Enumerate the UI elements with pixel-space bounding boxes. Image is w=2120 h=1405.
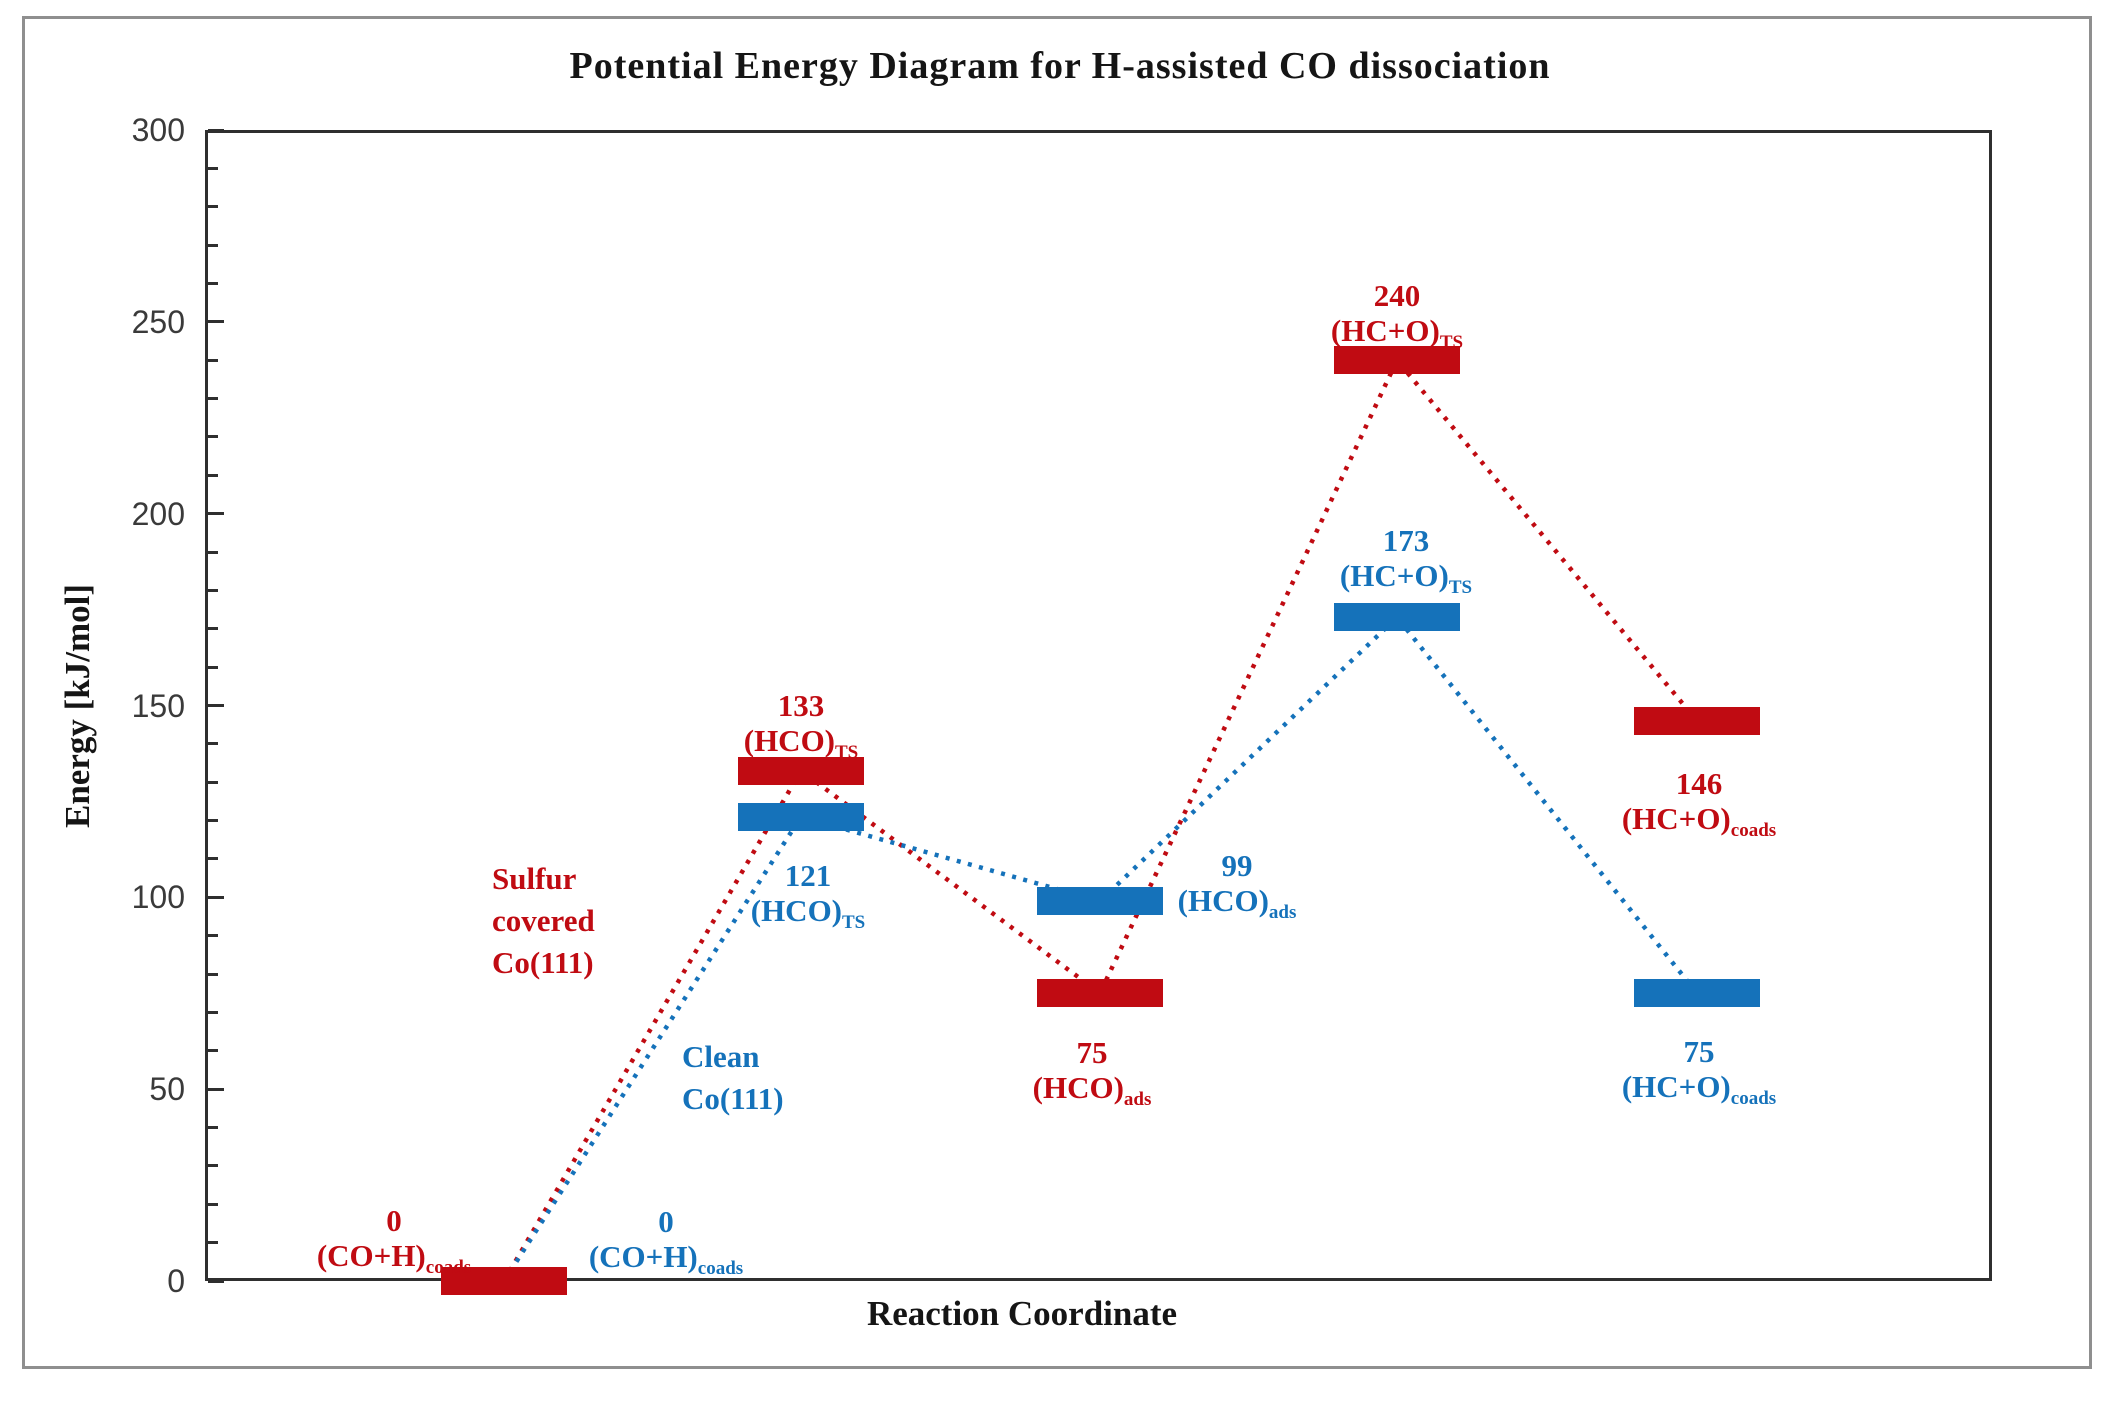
y-tick-label: 100 bbox=[131, 879, 185, 916]
chart-title: Potential Energy Diagram for H-assisted … bbox=[569, 45, 1551, 87]
level-label: 121 (HCO)TS bbox=[750, 857, 866, 933]
level-label-formula: (HCO)ads bbox=[1177, 883, 1297, 924]
level-label-formula: (HC+O)TS bbox=[1330, 313, 1464, 354]
level-label-value: 99 bbox=[1221, 848, 1253, 884]
y-axis-minor-tick bbox=[208, 205, 218, 209]
y-axis-minor-tick bbox=[208, 819, 218, 823]
level-label-value: 75 bbox=[1683, 1034, 1715, 1070]
level-label: 99 (HCO)ads bbox=[1177, 848, 1297, 924]
level-label-value: 0 bbox=[386, 1203, 402, 1238]
level-bar bbox=[1037, 887, 1163, 916]
level-bar bbox=[1037, 979, 1163, 1008]
level-label: 173 (HC+O)TS bbox=[1339, 523, 1473, 599]
figure-border bbox=[22, 16, 2092, 1369]
level-bar bbox=[738, 756, 864, 785]
y-axis-minor-tick bbox=[208, 473, 218, 477]
y-axis-major-tick bbox=[208, 320, 224, 324]
y-axis-minor-tick bbox=[208, 1010, 218, 1014]
plot-area bbox=[205, 130, 1992, 1281]
y-axis-minor-tick bbox=[208, 588, 218, 592]
level-bar bbox=[1334, 346, 1460, 375]
y-axis-minor-tick bbox=[208, 780, 218, 784]
y-axis-minor-tick bbox=[208, 1049, 218, 1053]
y-axis-minor-tick bbox=[208, 665, 218, 669]
series-polyline-1 bbox=[502, 613, 1699, 1283]
y-axis-minor-tick bbox=[208, 972, 218, 976]
level-label: 75 (HC+O)coads bbox=[1621, 1034, 1777, 1110]
level-label: 133 (HCO)TS bbox=[743, 687, 859, 763]
level-bar bbox=[1634, 706, 1760, 735]
level-bar bbox=[738, 802, 864, 831]
y-axis-minor-tick bbox=[208, 742, 218, 746]
level-label-formula: (HCO)TS bbox=[743, 722, 859, 763]
x-axis-title: Reaction Coordinate bbox=[866, 1294, 1178, 1333]
y-axis-minor-tick bbox=[208, 1126, 218, 1130]
y-axis-major-tick bbox=[208, 1279, 224, 1283]
level-label-formula: (HC+O)TS bbox=[1339, 558, 1473, 599]
level-bar bbox=[1634, 979, 1760, 1008]
level-label-value: 146 bbox=[1675, 765, 1723, 801]
y-axis-minor-tick bbox=[208, 358, 218, 362]
y-tick-label: 0 bbox=[167, 1263, 185, 1299]
y-axis-major-tick bbox=[208, 704, 224, 707]
level-label: 240 (HC+O)TS bbox=[1330, 278, 1464, 354]
y-axis-minor-tick bbox=[208, 243, 218, 247]
level-label-value: 240 bbox=[1373, 278, 1421, 314]
level-label-value: 133 bbox=[777, 687, 825, 723]
series-polyline-0 bbox=[502, 356, 1699, 1283]
level-label-formula: (HCO)TS bbox=[750, 892, 866, 933]
y-axis-minor-tick bbox=[208, 1164, 218, 1168]
y-axis-minor-tick bbox=[208, 1241, 218, 1245]
level-label: 0 (CO+H)coads bbox=[588, 1204, 744, 1280]
y-tick-label: 250 bbox=[131, 303, 185, 340]
y-axis-minor-tick bbox=[208, 857, 218, 861]
level-label-value: 0 bbox=[658, 1204, 674, 1239]
series-annotation: Sulfur covered Co(111) bbox=[492, 861, 595, 980]
y-axis-minor-tick bbox=[208, 397, 218, 401]
y-tick-label: 200 bbox=[131, 495, 185, 532]
series-annotation: Clean Co(111) bbox=[682, 1039, 784, 1116]
level-label-formula: (HC+O)coads bbox=[1621, 800, 1777, 842]
level-label-formula: (CO+H)coads bbox=[316, 1238, 472, 1279]
y-axis-major-tick bbox=[208, 512, 224, 516]
level-label-value: 75 bbox=[1076, 1035, 1108, 1071]
y-axis-major-tick bbox=[208, 128, 224, 132]
level-label-formula: (HC+O)coads bbox=[1621, 1069, 1777, 1110]
level-bar bbox=[441, 1267, 567, 1295]
level-label-value: 121 bbox=[784, 857, 832, 893]
y-axis-minor-tick bbox=[208, 281, 218, 285]
y-tick-label: 150 bbox=[131, 687, 185, 724]
level-label-formula: (CO+H)coads bbox=[588, 1239, 744, 1280]
level-label: 146 (HC+O)coads bbox=[1621, 765, 1777, 842]
y-tick-label: 50 bbox=[149, 1071, 185, 1108]
level-label: 0 (CO+H)coads bbox=[316, 1203, 472, 1279]
y-axis-minor-tick bbox=[208, 627, 218, 631]
y-axis-minor-tick bbox=[208, 1202, 218, 1206]
y-tick-label: 300 bbox=[131, 112, 185, 148]
level-label-value: 173 bbox=[1382, 523, 1430, 559]
y-axis-minor-tick bbox=[208, 435, 218, 439]
y-axis-minor-tick bbox=[208, 550, 218, 554]
level-label: 75 (HCO)ads bbox=[1032, 1035, 1152, 1111]
y-axis-major-tick bbox=[208, 1087, 224, 1091]
y-axis-major-tick bbox=[208, 895, 224, 899]
y-axis-minor-tick bbox=[208, 934, 218, 938]
y-axis-minor-tick bbox=[208, 166, 218, 170]
level-label-formula: (HCO)ads bbox=[1032, 1070, 1152, 1111]
level-bar bbox=[1334, 603, 1460, 632]
